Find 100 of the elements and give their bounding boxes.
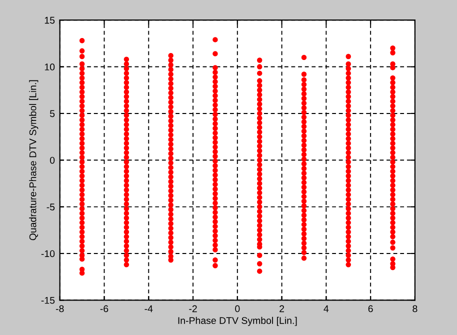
- point: [390, 178, 396, 184]
- point: [390, 240, 396, 245]
- point: [168, 240, 174, 245]
- x-tick-label: 6: [368, 305, 373, 312]
- point: [79, 108, 85, 114]
- point: [257, 162, 262, 168]
- point: [212, 172, 218, 178]
- point: [212, 219, 218, 224]
- point: [301, 231, 307, 236]
- point: [168, 212, 174, 217]
- point: [301, 217, 307, 222]
- point: [257, 64, 262, 70]
- point: [212, 98, 218, 103]
- point: [346, 224, 351, 230]
- point: [79, 75, 85, 81]
- point: [124, 201, 130, 207]
- point: [346, 262, 351, 268]
- point: [79, 154, 85, 160]
- point: [168, 198, 174, 203]
- point: [212, 242, 218, 248]
- point: [346, 192, 351, 198]
- point: [346, 154, 351, 160]
- point: [79, 117, 85, 123]
- point: [301, 142, 307, 148]
- point: [346, 112, 351, 118]
- point: [257, 261, 262, 266]
- point: [390, 159, 396, 165]
- point: [390, 224, 396, 230]
- point: [390, 245, 396, 250]
- point: [79, 122, 85, 128]
- point: [346, 103, 351, 109]
- point: [212, 130, 218, 136]
- point: [257, 222, 262, 228]
- point: [168, 156, 174, 161]
- point: [124, 234, 130, 240]
- point: [212, 214, 218, 220]
- point: [168, 72, 174, 77]
- point: [79, 182, 85, 188]
- point: [257, 88, 262, 93]
- point: [79, 229, 85, 235]
- point: [212, 88, 218, 94]
- point: [79, 196, 85, 202]
- point: [257, 190, 262, 196]
- point: [301, 124, 307, 130]
- point: [257, 172, 262, 177]
- point: [346, 98, 351, 104]
- point: [124, 150, 130, 156]
- point: [79, 206, 85, 212]
- point: [390, 210, 396, 216]
- point: [257, 82, 262, 88]
- point: [301, 119, 307, 124]
- point: [390, 150, 396, 156]
- point: [79, 159, 85, 165]
- point: [168, 132, 174, 138]
- point: [212, 79, 218, 84]
- point: [301, 138, 307, 144]
- point: [257, 144, 262, 149]
- point: [301, 91, 307, 96]
- point: [124, 89, 130, 95]
- point: [124, 94, 130, 100]
- point: [168, 160, 174, 166]
- point: [212, 93, 218, 98]
- point: [257, 70, 262, 76]
- point: [346, 238, 351, 244]
- point: [79, 145, 85, 151]
- point: [346, 229, 351, 235]
- point: [124, 159, 130, 165]
- point: [257, 148, 262, 154]
- y-axis-title: Quadrature-Phase DTV Symbol [Lin.]: [29, 80, 38, 240]
- point: [168, 86, 174, 91]
- point: [390, 126, 396, 132]
- point: [301, 54, 307, 60]
- point: [124, 238, 130, 244]
- point: [346, 206, 351, 212]
- point: [390, 201, 396, 207]
- point: [212, 196, 218, 202]
- point: [257, 176, 262, 182]
- point: [79, 136, 85, 142]
- point: [124, 206, 130, 212]
- point: [257, 116, 262, 121]
- point: [346, 173, 351, 179]
- point: [346, 150, 351, 156]
- point: [301, 208, 307, 214]
- point: [124, 84, 130, 90]
- point: [390, 234, 396, 240]
- point: [346, 220, 351, 226]
- point: [168, 146, 174, 152]
- point: [390, 131, 396, 137]
- point: [79, 243, 85, 249]
- x-tick-label: -6: [100, 305, 108, 312]
- point: [301, 212, 307, 218]
- point: [212, 233, 218, 238]
- point: [257, 268, 262, 274]
- point: [124, 173, 130, 179]
- point: [124, 196, 130, 202]
- point: [212, 144, 218, 150]
- point: [390, 80, 396, 86]
- point: [346, 257, 351, 263]
- point: [168, 202, 174, 208]
- point: [168, 244, 174, 250]
